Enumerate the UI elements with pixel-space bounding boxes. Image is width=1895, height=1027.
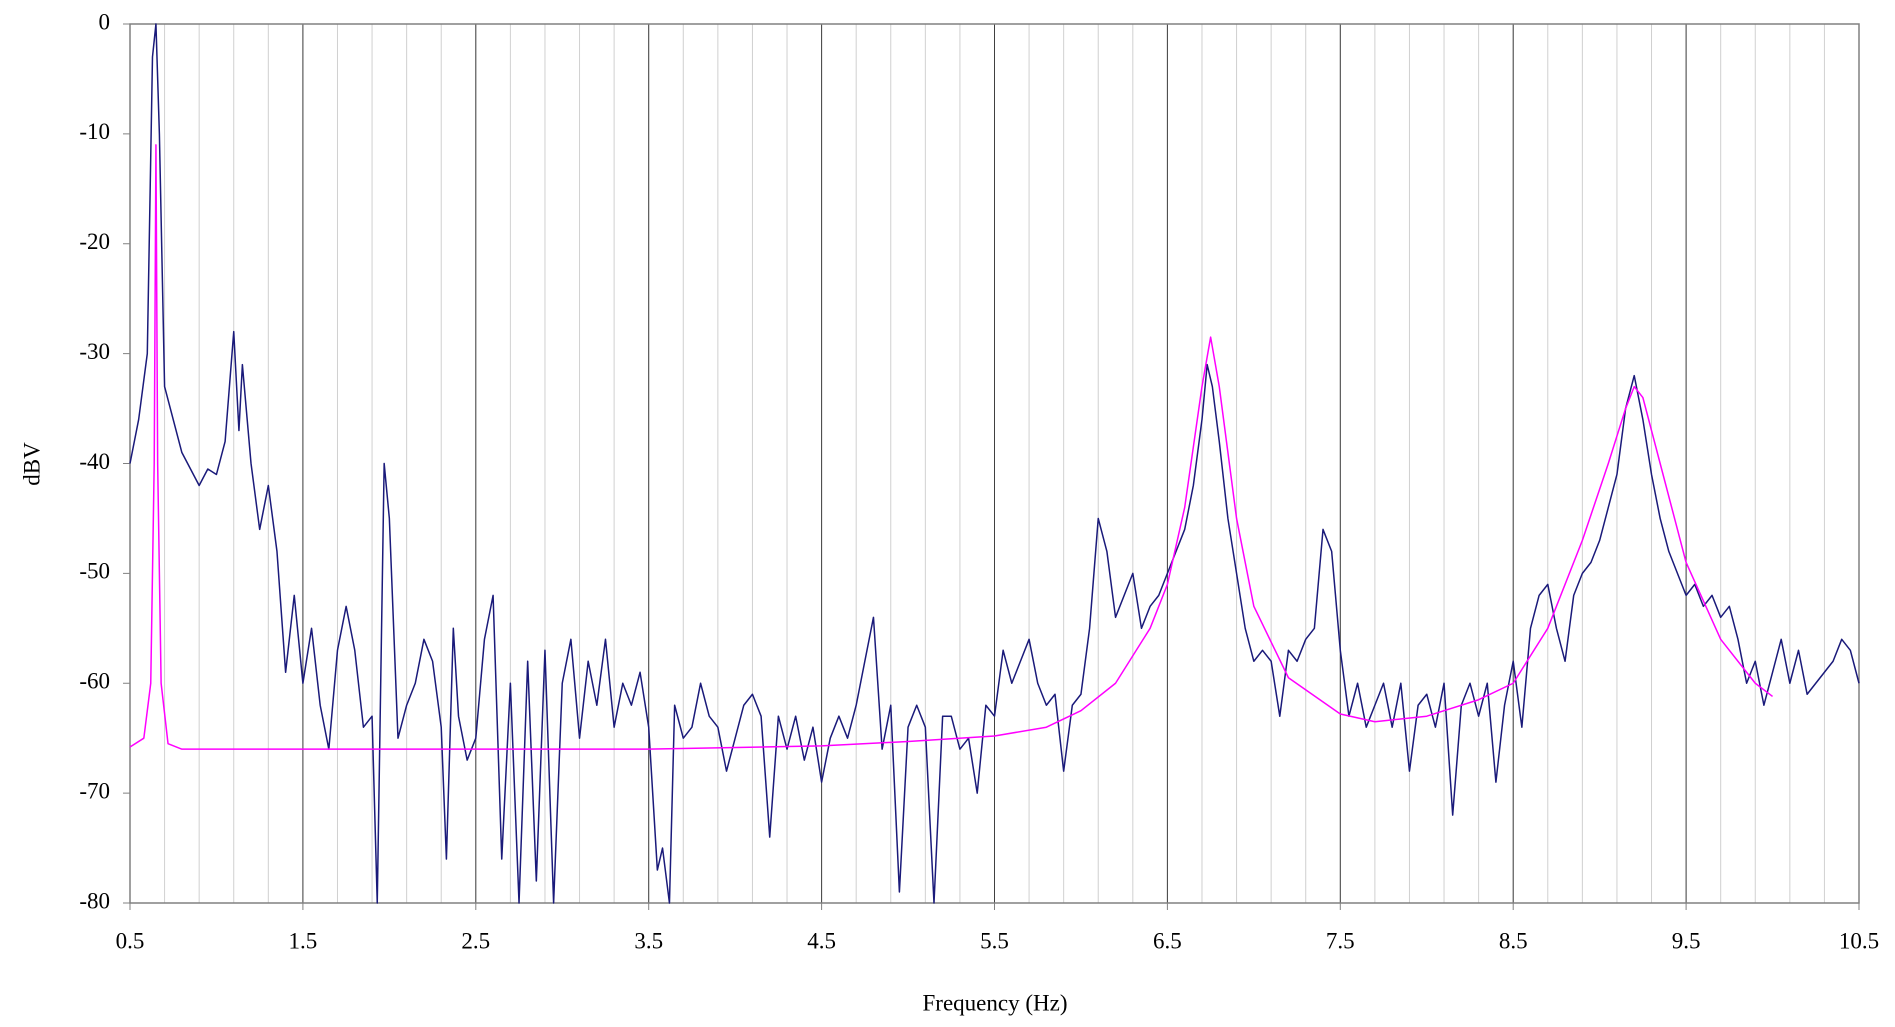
x-tick-label: 2.5 [461, 928, 490, 953]
x-tick-label: 7.5 [1326, 928, 1355, 953]
y-tick-label: -10 [79, 119, 110, 144]
x-tick-label: 10.5 [1839, 928, 1879, 953]
data-line [129, 144, 1774, 750]
x-tick-label: 0.5 [116, 928, 145, 953]
y-tick-label: 0 [99, 9, 111, 34]
x-tick-label: 3.5 [634, 928, 663, 953]
data-line [129, 23, 1860, 904]
x-tick-label: 8.5 [1499, 928, 1528, 953]
x-tick-label: 5.5 [980, 928, 1009, 953]
y-tick-label: -40 [79, 449, 110, 474]
y-axis-label: dBV [19, 442, 44, 486]
x-tick-label: 1.5 [289, 928, 318, 953]
x-axis-label: Frequency (Hz) [923, 990, 1068, 1015]
y-tick-label: -20 [79, 229, 110, 254]
x-tick-label: 6.5 [1153, 928, 1182, 953]
x-tick-label: 4.5 [807, 928, 836, 953]
y-tick-label: -30 [79, 339, 110, 364]
y-tick-label: -70 [79, 778, 110, 803]
y-tick-label: -80 [79, 888, 110, 913]
y-tick-label: -50 [79, 559, 110, 584]
y-tick-label: -60 [79, 669, 110, 694]
x-tick-label: 9.5 [1672, 928, 1701, 953]
